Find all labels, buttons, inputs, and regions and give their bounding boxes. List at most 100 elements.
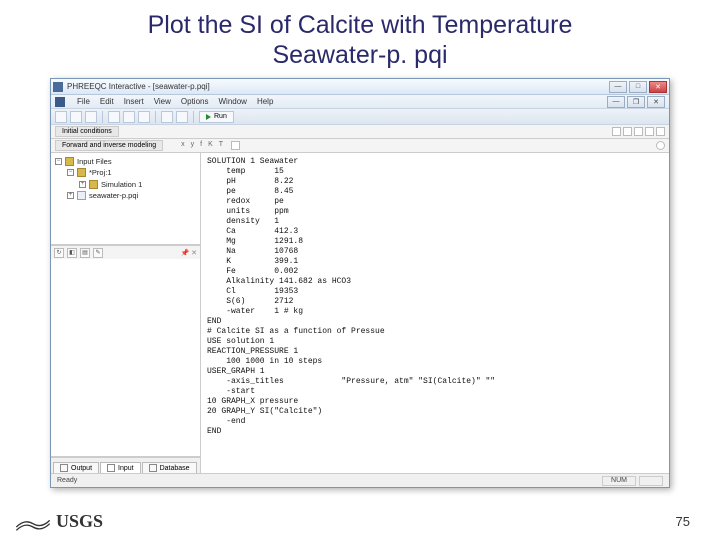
code-l19: USE solution 1 xyxy=(207,337,274,346)
tb2-t[interactable]: T xyxy=(219,141,223,150)
open-button[interactable] xyxy=(70,111,82,123)
menu-view[interactable]: View xyxy=(154,97,171,106)
pin-icon[interactable]: 📌 ✕ xyxy=(180,249,197,257)
menu-insert[interactable]: Insert xyxy=(124,97,144,106)
run-label: Run xyxy=(214,113,227,120)
input-icon xyxy=(107,464,115,472)
tab-input[interactable]: Input xyxy=(100,462,141,473)
lower-panel xyxy=(51,259,200,457)
code-l09: Mg 1291.8 xyxy=(207,237,303,246)
titlebar[interactable]: PHREEQC Interactive - [seawater-p.pqi] —… xyxy=(51,79,669,95)
code-editor[interactable]: SOLUTION 1 Seawater temp 15 pH 8.22 pe 8… xyxy=(201,153,669,473)
database-icon xyxy=(149,464,157,472)
tb2-f[interactable]: f xyxy=(200,141,202,150)
window-title: PHREEQC Interactive - [seawater-p.pqi] xyxy=(67,82,609,91)
code-l12: Fe 0.002 xyxy=(207,267,298,276)
save-button[interactable] xyxy=(85,111,97,123)
menu-options[interactable]: Options xyxy=(181,97,209,106)
maximize-button[interactable]: □ xyxy=(629,81,647,93)
initial-conditions-tab[interactable]: Initial conditions xyxy=(55,126,119,137)
output-icon xyxy=(60,464,68,472)
menu-file[interactable]: File xyxy=(77,97,90,106)
mdi-close-button[interactable]: ✕ xyxy=(647,96,665,108)
code-l28: END xyxy=(207,427,221,436)
tb2-dropdown-icon[interactable] xyxy=(231,141,240,150)
menu-help[interactable]: Help xyxy=(257,97,273,106)
lm-btn-1[interactable]: ↻ xyxy=(54,248,64,258)
tree-sim[interactable]: + Simulation 1 xyxy=(79,179,196,190)
sub-icon-1[interactable] xyxy=(612,127,621,136)
code-l11: K 399.1 xyxy=(207,257,298,266)
tree-file[interactable]: + seawater-p.pqi xyxy=(67,190,196,201)
statusbar: Ready NUM xyxy=(51,473,669,487)
code-l18: # Calcite SI as a function of Pressue xyxy=(207,327,385,336)
tab-database[interactable]: Database xyxy=(142,462,197,473)
app-icon xyxy=(53,82,63,92)
status-num: NUM xyxy=(602,476,636,486)
tab-output[interactable]: Output xyxy=(53,462,99,473)
code-l25: 10 GRAPH_X pressure xyxy=(207,397,298,406)
tb2-circle-icon[interactable] xyxy=(656,141,665,150)
page-number: 75 xyxy=(676,514,690,529)
copy-button[interactable] xyxy=(123,111,135,123)
title-line-2: Seawater-p. pqi xyxy=(20,40,700,70)
tab-input-label: Input xyxy=(118,465,134,472)
minimize-button[interactable]: — xyxy=(609,81,627,93)
left-panel: − Input Files − *Proj:1 + Simulat xyxy=(51,153,201,473)
mdi-restore-button[interactable]: ❐ xyxy=(627,96,645,108)
tree-file-label: seawater-p.pqi xyxy=(89,190,138,201)
code-l16: -water 1 # kg xyxy=(207,307,303,316)
tb2-x[interactable]: x xyxy=(181,141,185,150)
app-screenshot: PHREEQC Interactive - [seawater-p.pqi] —… xyxy=(50,78,670,488)
tree-proj[interactable]: − *Proj:1 xyxy=(67,167,196,178)
bottom-tabs: Output Input Database xyxy=(51,457,200,473)
code-l26: 20 GRAPH_Y SI("Calcite") xyxy=(207,407,322,416)
code-l05: redox pe xyxy=(207,197,284,206)
code-l20: REACTION_PRESSURE 1 xyxy=(207,347,298,356)
code-l01: SOLUTION 1 Seawater xyxy=(207,157,298,166)
status-box-2 xyxy=(639,476,663,486)
lm-btn-4[interactable]: ✎ xyxy=(93,248,103,258)
sub-icon-5[interactable] xyxy=(656,127,665,136)
subbar-2: Forward and inverse modeling x y f K T xyxy=(51,139,669,153)
code-l02: temp 15 xyxy=(207,167,284,176)
menu-window[interactable]: Window xyxy=(218,97,246,106)
tree-root[interactable]: − Input Files xyxy=(55,156,196,167)
sub-icon-4[interactable] xyxy=(645,127,654,136)
code-l07: density 1 xyxy=(207,217,279,226)
sub-icon-3[interactable] xyxy=(634,127,643,136)
tb2-k[interactable]: K xyxy=(208,141,213,150)
tb2-y[interactable]: y xyxy=(191,141,195,150)
cut-button[interactable] xyxy=(108,111,120,123)
code-l03: pH 8.22 xyxy=(207,177,293,186)
code-l14: Cl 19353 xyxy=(207,287,298,296)
usgs-logo: USGS xyxy=(16,511,103,532)
code-l23: -axis_titles "Pressure, atm" "SI(Calcite… xyxy=(207,377,495,386)
code-l17: END xyxy=(207,317,221,326)
mdi-minimize-button[interactable]: — xyxy=(607,96,625,108)
print-button[interactable] xyxy=(161,111,173,123)
help-button[interactable] xyxy=(176,111,188,123)
tree-sim-label: Simulation 1 xyxy=(101,179,142,190)
subbar-1: Initial conditions xyxy=(51,125,669,139)
new-button[interactable] xyxy=(55,111,67,123)
lm-btn-2[interactable]: ◧ xyxy=(67,248,77,258)
app-window: PHREEQC Interactive - [seawater-p.pqi] —… xyxy=(50,78,670,488)
lm-btn-3[interactable]: ▤ xyxy=(80,248,90,258)
code-l08: Ca 412.3 xyxy=(207,227,298,236)
close-button[interactable]: ✕ xyxy=(649,81,667,93)
title-line-1: Plot the SI of Calcite with Temperature xyxy=(20,10,700,40)
run-button[interactable]: Run xyxy=(199,111,234,123)
usgs-wave-icon xyxy=(16,512,50,532)
code-l24: -start xyxy=(207,387,255,396)
slide-footer: USGS 75 xyxy=(0,511,720,532)
modeling-tab[interactable]: Forward and inverse modeling xyxy=(55,140,163,151)
code-l15: S(6) 2712 xyxy=(207,297,293,306)
paste-button[interactable] xyxy=(138,111,150,123)
tree-proj-label: *Proj:1 xyxy=(89,167,112,178)
tab-database-label: Database xyxy=(160,465,190,472)
code-l13: Alkalinity 141.682 as HCO3 xyxy=(207,277,351,286)
sub-icon-2[interactable] xyxy=(623,127,632,136)
menu-edit[interactable]: Edit xyxy=(100,97,114,106)
main-toolbar: Run xyxy=(51,109,669,125)
